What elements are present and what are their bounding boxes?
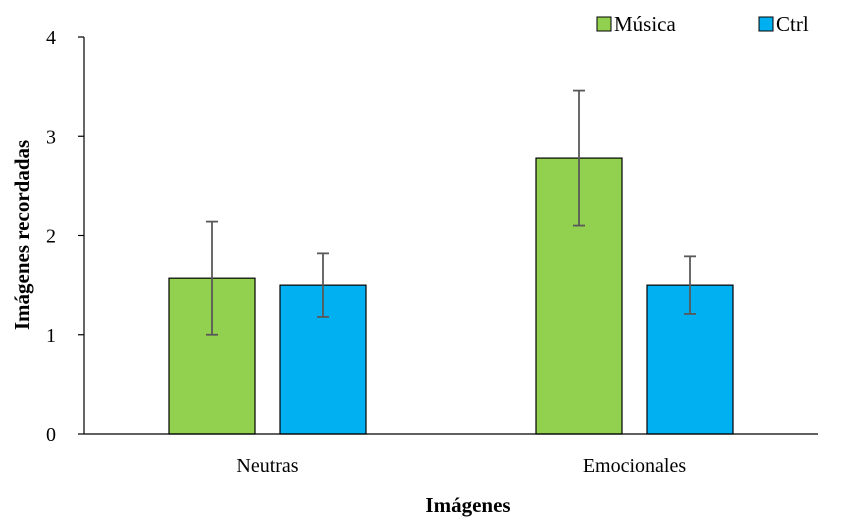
error-bars-layer [206,89,696,336]
legend-swatch-ctrl [758,16,774,32]
legend-label-ctrl: Ctrl [776,12,809,36]
y-tick-label: 1 [46,325,56,347]
y-tick-label: 3 [46,126,56,148]
y-axis-title: Imágenes recordadas [10,140,34,330]
y-tick-label: 0 [46,424,56,446]
y-tick-label: 4 [46,27,56,49]
y-ticks: 0 1 2 3 4 [46,27,84,446]
x-category-label: Emocionales [583,455,687,477]
legend: Música Ctrl [596,12,809,36]
legend-swatch-musica [596,16,612,32]
bars-layer [168,157,734,435]
legend-label-musica: Música [614,12,677,36]
x-category-labels: Neutras Emocionales [236,455,686,477]
y-tick-label: 2 [46,226,56,248]
x-axis-title: Imágenes [425,493,510,517]
x-category-label: Neutras [236,455,298,477]
